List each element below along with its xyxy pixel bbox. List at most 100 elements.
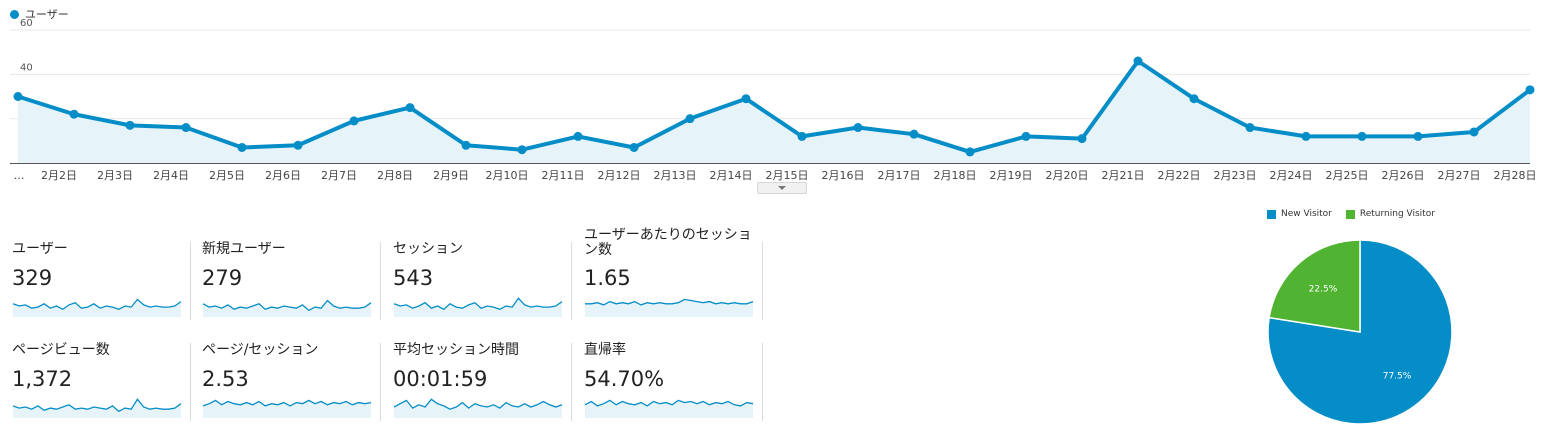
- metric-value: 1.65: [584, 266, 631, 290]
- data-point: [1245, 123, 1255, 133]
- legend-swatch-new: [1267, 209, 1276, 219]
- pie-legend-label-new: New Visitor: [1281, 209, 1332, 219]
- data-point: [1133, 56, 1143, 66]
- x-tick-label: 2月6日: [265, 169, 301, 182]
- x-tick-label: 2月24日: [1270, 169, 1313, 182]
- x-tick-label: 2月27日: [1438, 169, 1481, 182]
- metric-value: 279: [202, 266, 243, 290]
- chart-legend[interactable]: ユーザー: [10, 6, 69, 22]
- sparkline-area: [13, 299, 181, 317]
- metric-tile[interactable]: ページ/セッション 2.53: [200, 343, 381, 421]
- data-point: [69, 109, 79, 119]
- sparkline-line: [585, 298, 754, 306]
- x-tick-label: 2月8日: [377, 169, 413, 182]
- sparkline-area: [203, 300, 371, 317]
- data-point: [1413, 131, 1423, 141]
- metric-sparkline: [202, 399, 372, 418]
- pie-slice: [1268, 239, 1361, 333]
- x-tick-label: 2月17日: [878, 169, 921, 182]
- x-tick-label: 2月22日: [1158, 169, 1201, 182]
- chevron-down-icon: [778, 186, 786, 190]
- metric-sparkline: [202, 299, 372, 317]
- sparkline-line: [393, 398, 563, 410]
- x-tick-label: 2月11日: [542, 169, 585, 182]
- data-point: [1189, 94, 1199, 104]
- data-point: [1357, 131, 1367, 141]
- x-tick-label: 2月15日: [766, 169, 809, 182]
- data-point: [405, 103, 415, 113]
- metric-label: 直帰率: [584, 342, 626, 358]
- legend-dot-icon: [10, 9, 19, 19]
- metric-tile[interactable]: 新規ユーザー 279: [200, 242, 381, 320]
- sparkline-area: [203, 400, 371, 418]
- x-tick-label: 2月12日: [598, 169, 641, 182]
- sparkline-line: [12, 398, 182, 413]
- pie-slice-label: 77.5%: [1383, 371, 1412, 381]
- pie-slice-label: 22.5%: [1309, 285, 1338, 295]
- x-tick-label: 2月18日: [934, 169, 977, 182]
- pie-legend-item-returning[interactable]: Returning Visitor: [1345, 209, 1435, 219]
- data-point: [181, 123, 191, 133]
- metric-value: 54.70%: [584, 367, 665, 391]
- metric-sparkline: [393, 297, 563, 317]
- sparkline-line: [393, 297, 563, 311]
- metric-sparkline: [12, 398, 182, 418]
- metric-label: セッション: [393, 241, 463, 257]
- series-line: [17, 59, 1532, 154]
- x-tick-label: 2月25日: [1326, 169, 1369, 182]
- data-point: [1525, 85, 1535, 95]
- metric-label: ページ/セッション: [202, 342, 319, 358]
- metric-value: 00:01:59: [393, 367, 488, 391]
- metric-value: 1,372: [12, 367, 73, 391]
- data-point: [741, 94, 751, 104]
- data-point: [1021, 131, 1031, 141]
- x-tick-label: 2月19日: [990, 169, 1033, 182]
- x-tick-label: 2月4日: [153, 169, 189, 182]
- data-point: [685, 114, 695, 124]
- x-tick-label: 2月9日: [433, 169, 469, 182]
- data-point: [797, 131, 807, 141]
- metric-tile[interactable]: ページビュー数 1,372: [10, 343, 191, 421]
- metric-label: ユーザーあたりのセッション数: [584, 227, 752, 258]
- sparkline-area: [13, 399, 181, 418]
- x-tick-label: 2月14日: [710, 169, 753, 182]
- metric-tile[interactable]: セッション 543: [391, 242, 572, 320]
- data-point: [125, 120, 135, 130]
- y-tick-label: 60: [20, 18, 33, 29]
- users-line-chart: 204060…2月2日2月3日2月4日2月5日2月6日2月7日2月8日2月9日2…: [10, 18, 1537, 182]
- visitor-pie-chart: 77.5% 22.5%: [1267, 239, 1453, 425]
- metric-tile[interactable]: 直帰率 54.70%: [582, 343, 763, 421]
- metric-tile[interactable]: ユーザー 329: [10, 242, 191, 320]
- data-point: [909, 129, 919, 139]
- metric-tile[interactable]: ユーザーあたりのセッション数 1.65: [582, 228, 763, 320]
- data-point: [1077, 134, 1087, 144]
- data-point: [293, 140, 303, 150]
- x-tick-label: 2月3日: [97, 169, 133, 182]
- metric-value: 2.53: [202, 367, 249, 391]
- metric-sparkline: [584, 399, 754, 418]
- pie-legend-item-new[interactable]: New Visitor: [1267, 209, 1332, 219]
- metric-label: 平均セッション時間: [393, 342, 519, 358]
- x-tick-label: 2月28日: [1494, 169, 1537, 182]
- x-tick-label: 2月16日: [822, 169, 865, 182]
- sparkline-line: [584, 399, 754, 407]
- pie-legend: New Visitor Returning Visitor: [1267, 209, 1449, 219]
- data-point: [517, 145, 527, 155]
- x-tick-label: 2月5日: [209, 169, 245, 182]
- x-tick-label: 2月26日: [1382, 169, 1425, 182]
- data-point: [237, 142, 247, 152]
- chart-expand-handle[interactable]: [757, 182, 807, 194]
- data-point: [853, 123, 863, 133]
- data-point: [629, 142, 639, 152]
- data-point: [349, 116, 359, 126]
- data-point: [1469, 127, 1479, 137]
- sparkline-line: [202, 399, 372, 407]
- legend-label: ユーザー: [25, 8, 69, 21]
- metric-tile[interactable]: 平均セッション時間 00:01:59: [391, 343, 572, 421]
- metric-label: 新規ユーザー: [202, 241, 286, 257]
- x-tick-label: 2月13日: [654, 169, 697, 182]
- data-point: [13, 92, 23, 101]
- metric-value: 329: [12, 266, 53, 290]
- pie-slice: [1267, 239, 1453, 425]
- metric-sparkline: [393, 398, 563, 418]
